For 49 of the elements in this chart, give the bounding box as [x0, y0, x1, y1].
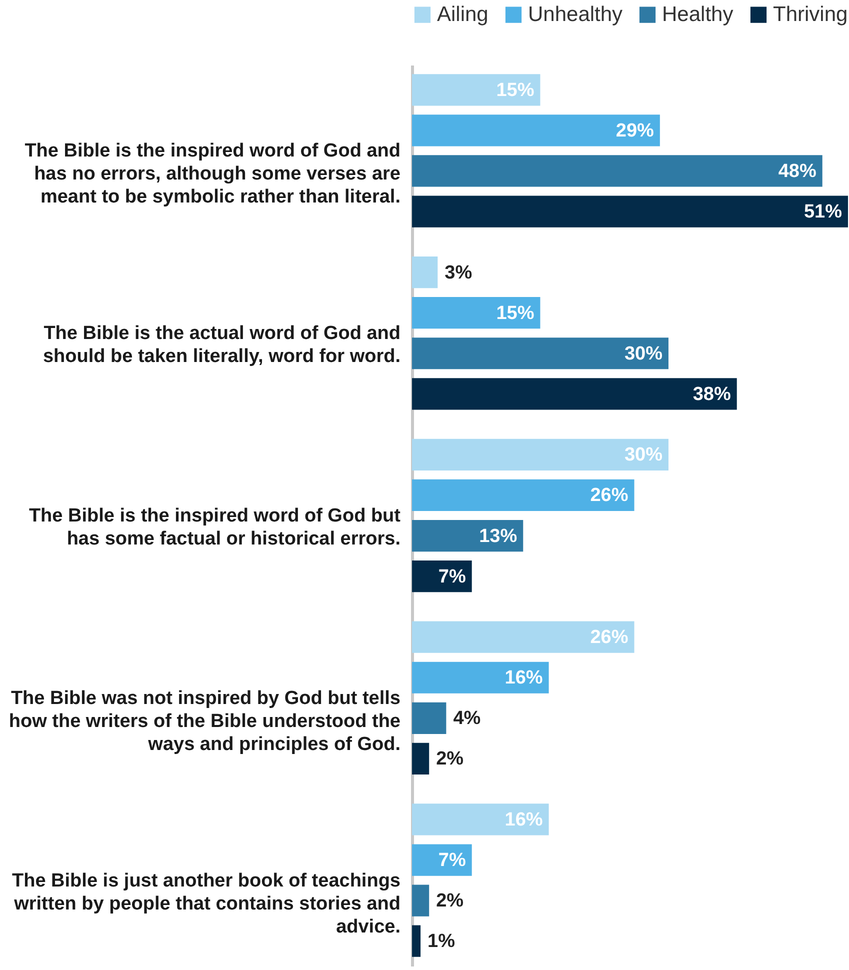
data-label: 2% [436, 748, 464, 770]
bar [412, 662, 549, 694]
y-tick-label: The Bible was not inspired by God but tells how the writers of the Bible understood the ways and principles of God. [8, 688, 400, 755]
bar [412, 155, 822, 187]
bar [412, 804, 549, 836]
bar [412, 742, 430, 774]
bar [412, 925, 421, 957]
data-label: 7% [438, 850, 466, 872]
y-tick-label: The Bible is the inspired word of God and has no errors, although some verses are meant to be symbolic rather than literal. [24, 140, 400, 208]
bar [412, 520, 524, 552]
data-label: 26% [590, 485, 628, 506]
data-label: 30% [624, 343, 663, 364]
data-label: 7% [438, 566, 466, 588]
data-label: 30% [624, 444, 663, 466]
data-label: 16% [504, 809, 543, 830]
data-label: 16% [504, 668, 543, 689]
bar [412, 378, 737, 410]
bar [412, 884, 430, 916]
data-label: 4% [453, 708, 481, 730]
y-tick-label: The Bible is the inspired word of God but has some factual or historical errors. [28, 506, 402, 550]
data-label: 48% [778, 160, 816, 182]
legend-label: Ailing [437, 2, 488, 26]
legend-label: Healthy [662, 2, 734, 26]
data-label: 29% [616, 120, 654, 142]
bar [412, 338, 668, 370]
bar [412, 479, 634, 512]
data-label: 26% [590, 627, 628, 648]
data-label: 1% [428, 931, 456, 952]
data-label: 3% [444, 262, 472, 284]
data-label: 51% [804, 202, 842, 223]
bar [412, 256, 438, 288]
bar [412, 196, 848, 228]
bar [412, 560, 472, 592]
bar [412, 702, 446, 734]
data-label: 2% [436, 890, 464, 912]
bar [412, 114, 660, 146]
bar [412, 844, 472, 876]
data-label: 38% [692, 384, 731, 405]
bar [412, 74, 540, 106]
data-label: 15% [496, 80, 534, 101]
bar [412, 621, 634, 653]
legend-label: Thriving [773, 2, 848, 26]
bar [412, 297, 540, 329]
data-label: 13% [479, 526, 518, 547]
data-label: 15% [496, 302, 534, 324]
bar [412, 438, 668, 471]
legend-label: Unhealthy [528, 2, 624, 26]
y-tick-label: The Bible is just another book of teachings written by people that contains stories and advice. [12, 870, 400, 938]
y-tick-label: The Bible is the actual word of God and should be taken literally, word for word. [42, 323, 400, 368]
